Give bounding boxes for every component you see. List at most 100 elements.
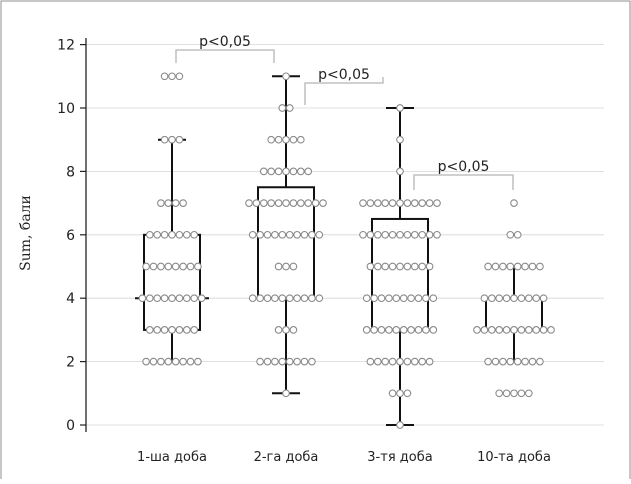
y-ticks: 0 2 4 6 8 10 12 <box>57 38 86 434</box>
data-point <box>536 357 544 366</box>
data-point <box>186 357 195 366</box>
data-point <box>138 294 147 303</box>
data-point <box>194 357 202 366</box>
data-point <box>495 294 504 303</box>
data-point <box>388 262 397 271</box>
data-point <box>547 326 555 334</box>
data-point <box>248 230 257 239</box>
data-point <box>248 294 257 303</box>
data-point <box>388 389 397 398</box>
data-point <box>506 357 515 366</box>
box-iqr <box>485 297 543 331</box>
data-point <box>182 294 191 303</box>
data-point <box>370 294 378 303</box>
data-point <box>160 326 169 334</box>
data-point <box>164 262 173 271</box>
data-point <box>149 357 158 366</box>
data-point <box>396 167 404 176</box>
data-point <box>480 294 489 303</box>
data-point <box>300 230 309 239</box>
data-point <box>487 326 496 334</box>
data-point <box>289 262 298 271</box>
data-point <box>528 262 537 271</box>
bracket-line <box>304 77 384 105</box>
data-point <box>381 199 390 207</box>
data-point <box>517 389 526 398</box>
data-point <box>190 326 199 334</box>
data-point <box>274 135 283 144</box>
data-point <box>153 294 162 303</box>
data-point <box>179 262 187 271</box>
bracket-line <box>175 49 275 63</box>
x-tick-label: 10-та доба <box>477 450 551 465</box>
data-point <box>153 326 162 334</box>
data-point <box>175 326 184 334</box>
data-point <box>362 294 371 303</box>
data-point <box>289 326 298 334</box>
data-point <box>403 389 412 398</box>
data-point <box>499 357 507 366</box>
data-point <box>171 262 180 271</box>
data-point <box>160 294 169 303</box>
data-point <box>274 326 283 334</box>
data-point <box>259 199 268 207</box>
data-point <box>410 357 419 366</box>
data-point <box>175 230 184 239</box>
data-point <box>536 262 544 271</box>
data-point <box>506 230 515 239</box>
data-point <box>160 72 169 81</box>
data-point <box>278 294 287 303</box>
data-point <box>502 326 511 334</box>
data-point <box>263 230 272 239</box>
y-tick-label: 8 <box>66 164 75 180</box>
points-group-1 <box>138 72 206 366</box>
data-point <box>425 230 434 239</box>
data-point <box>175 135 184 144</box>
data-point <box>145 326 154 334</box>
points-group-3 <box>359 104 441 429</box>
data-point <box>399 326 408 334</box>
data-point <box>524 389 533 398</box>
data-point <box>168 326 176 334</box>
data-point <box>532 326 541 334</box>
data-point <box>521 357 529 366</box>
data-point <box>385 326 393 334</box>
data-point <box>142 262 150 271</box>
data-point <box>403 262 412 271</box>
data-point <box>171 199 180 207</box>
p-value-label: p<0,05 <box>318 67 370 83</box>
data-point <box>263 294 272 303</box>
data-point <box>179 199 187 207</box>
data-point <box>425 262 434 271</box>
data-point <box>513 230 522 239</box>
data-point <box>491 357 500 366</box>
data-point <box>373 262 382 271</box>
data-point <box>293 357 301 366</box>
data-point <box>528 357 537 366</box>
data-point <box>396 199 404 207</box>
data-point <box>289 167 298 176</box>
data-point <box>311 199 320 207</box>
data-point <box>414 294 423 303</box>
data-point <box>381 357 390 366</box>
significance-bracket: p<0,05 <box>304 67 384 105</box>
x-tick-label: 1-ша доба <box>137 450 207 465</box>
data-point <box>539 326 548 334</box>
data-point <box>433 230 441 239</box>
data-point <box>502 294 511 303</box>
data-point <box>524 294 533 303</box>
data-point <box>160 230 169 239</box>
data-point <box>418 199 427 207</box>
y-tick-label: 4 <box>66 291 75 307</box>
data-point <box>274 167 283 176</box>
data-point <box>418 357 427 366</box>
data-point <box>145 230 154 239</box>
data-point <box>256 357 264 366</box>
data-point <box>142 357 150 366</box>
data-point <box>484 357 492 366</box>
data-point <box>517 326 526 334</box>
x-tick-label: 2-га доба <box>254 450 319 465</box>
data-point <box>513 262 522 271</box>
data-point <box>414 326 423 334</box>
